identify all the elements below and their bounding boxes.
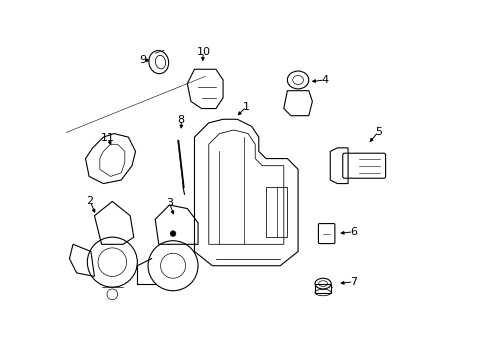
- Text: 8: 8: [177, 115, 184, 125]
- Text: 2: 2: [86, 197, 94, 206]
- Circle shape: [170, 231, 176, 237]
- Text: 4: 4: [321, 75, 328, 85]
- Text: 10: 10: [196, 47, 210, 57]
- Bar: [314, 284, 330, 293]
- Text: 1: 1: [242, 102, 249, 112]
- Text: 5: 5: [374, 127, 381, 137]
- Text: 3: 3: [165, 198, 173, 208]
- Text: 9: 9: [139, 55, 146, 65]
- Text: 11: 11: [101, 133, 115, 143]
- Text: 6: 6: [349, 227, 356, 237]
- Text: 7: 7: [349, 277, 356, 287]
- Bar: [265, 187, 287, 237]
